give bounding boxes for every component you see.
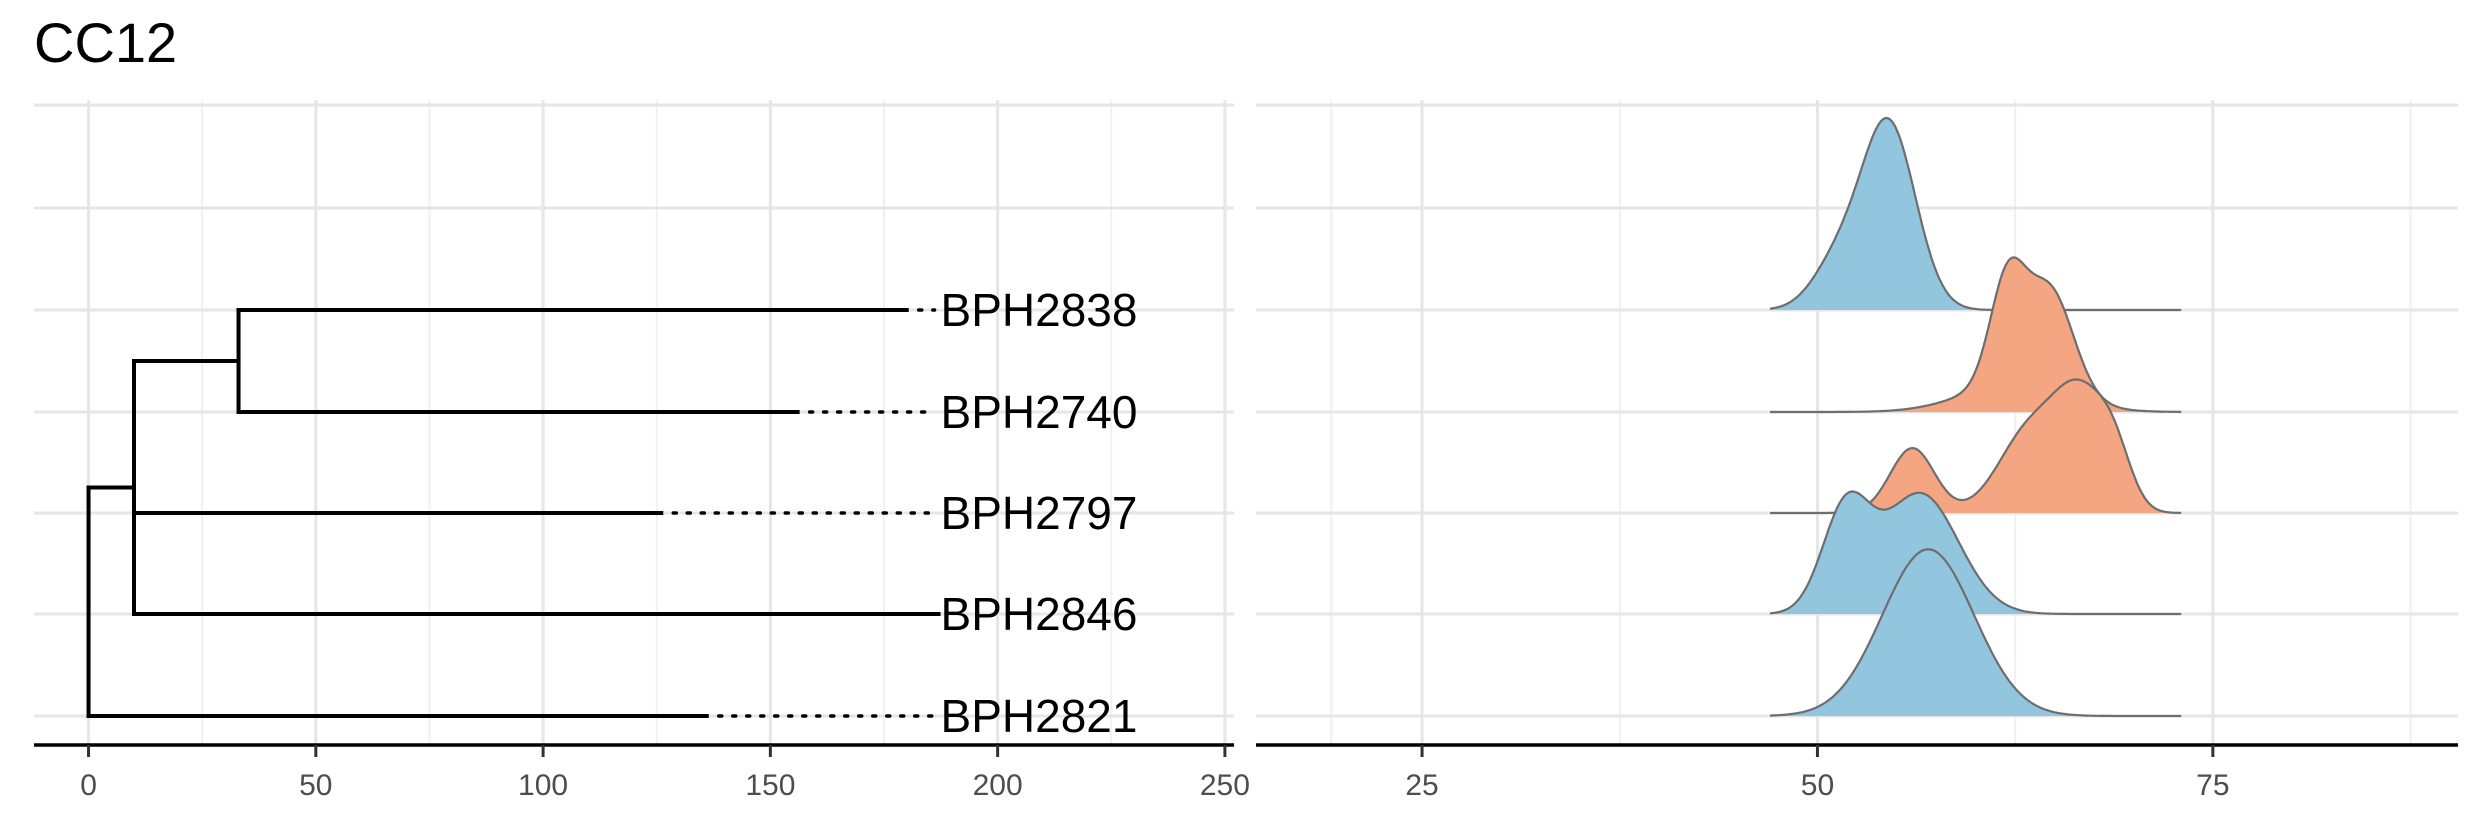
x-tick-label: 200	[973, 769, 1023, 802]
tree-panel: 0 50 100 150 200 250 BPH2838 BPH2740 BPH2797 BPH2…	[34, 100, 1250, 802]
x-tick-label: 100	[518, 769, 568, 802]
x-tick-label: 250	[1200, 769, 1250, 802]
x-tick-label: 25	[1405, 769, 1438, 802]
x-tick-label: 0	[80, 769, 97, 802]
density-ridge-fill	[1770, 491, 2182, 614]
density-ridge-outline	[1770, 256, 2182, 414]
tip-label: BPH2846	[941, 588, 1138, 640]
ridge-panel: 25 50 75	[1256, 100, 2458, 802]
x-tick-label: 50	[299, 769, 332, 802]
tip-label: BPH2740	[941, 386, 1138, 438]
density-ridge-fill	[1770, 118, 2182, 310]
x-tick-label: 75	[2196, 769, 2229, 802]
tip-label: BPH2838	[941, 284, 1138, 336]
density-ridge-fill	[1770, 549, 2182, 716]
chart-title: CC12	[34, 11, 177, 74]
tip-label: BPH2797	[941, 487, 1138, 539]
x-tick-label: 50	[1801, 769, 1834, 802]
density-ridge-outline	[1769, 116, 2182, 312]
density-ridge-outline	[1769, 548, 2182, 718]
x-tick-label: 150	[745, 769, 795, 802]
density-ridge-outline	[1769, 490, 2182, 616]
density-ridge-fill	[1770, 257, 2182, 412]
density-ridge-fill	[1770, 379, 2182, 513]
tip-label: BPH2821	[941, 690, 1138, 742]
